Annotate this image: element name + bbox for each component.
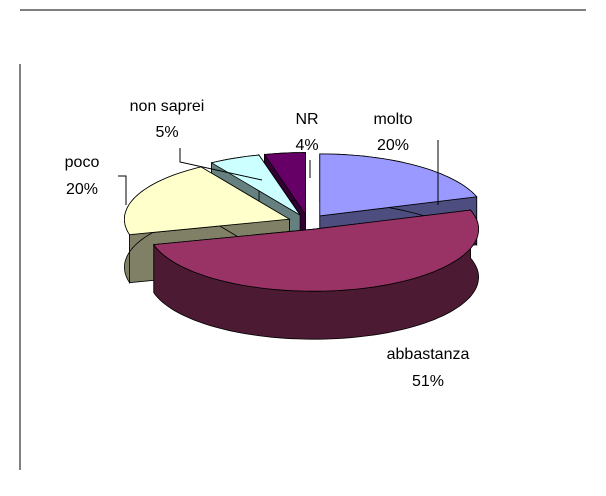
leader-line [179,148,263,181]
slice [263,152,306,216]
slice-label: abbastanza [387,346,470,363]
slice [153,209,480,292]
pie [123,152,480,340]
slice-value: 4% [295,137,318,154]
slice-value: 51% [412,373,444,390]
slice-value: 20% [66,181,98,198]
slice [123,166,291,236]
slice-label: molto [373,111,412,128]
slice-label: non saprei [130,98,205,115]
slice-value: 20% [377,137,409,154]
slice-label: NR [295,111,318,128]
slice [319,153,478,217]
slice-value: 5% [155,124,178,141]
slice-label: poco [65,154,100,171]
slice [210,154,301,216]
leader-line [118,175,127,205]
